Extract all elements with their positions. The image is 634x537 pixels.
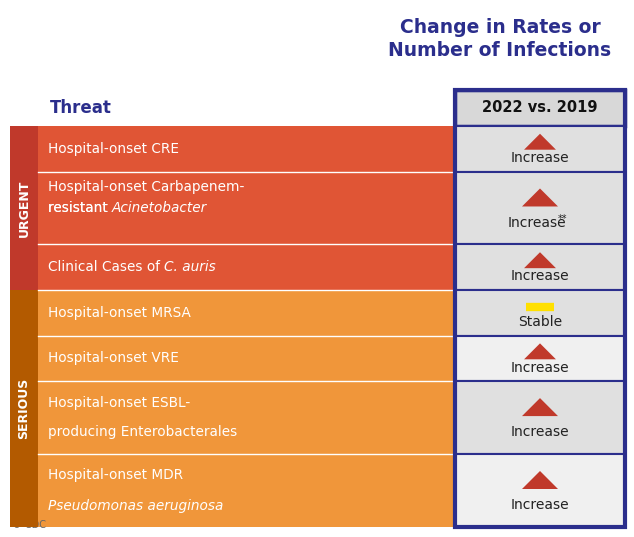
FancyBboxPatch shape (455, 290, 625, 336)
Text: © CDC: © CDC (12, 520, 46, 530)
Text: Increase: Increase (511, 425, 569, 439)
Text: Increase: Increase (511, 151, 569, 165)
FancyBboxPatch shape (455, 171, 625, 244)
Text: **: ** (558, 214, 567, 223)
Text: resistant: resistant (48, 201, 112, 215)
Text: Increase: Increase (508, 215, 566, 230)
FancyBboxPatch shape (10, 126, 38, 290)
FancyBboxPatch shape (455, 454, 625, 527)
FancyBboxPatch shape (38, 290, 455, 336)
FancyBboxPatch shape (38, 171, 455, 244)
Text: Hospital-onset Carbapenem-: Hospital-onset Carbapenem- (48, 179, 244, 193)
Text: Increase: Increase (511, 498, 569, 512)
FancyBboxPatch shape (455, 90, 625, 126)
FancyBboxPatch shape (455, 244, 625, 290)
Text: Stable: Stable (518, 315, 562, 329)
FancyBboxPatch shape (10, 290, 38, 527)
Text: Increase: Increase (511, 360, 569, 374)
Text: Hospital-onset MRSA: Hospital-onset MRSA (48, 306, 191, 320)
Text: Pseudomonas aeruginosa: Pseudomonas aeruginosa (48, 499, 223, 513)
Text: SERIOUS: SERIOUS (18, 378, 30, 439)
Text: C. auris: C. auris (164, 260, 216, 274)
Text: Increase: Increase (511, 270, 569, 284)
FancyBboxPatch shape (455, 381, 625, 454)
Polygon shape (524, 343, 556, 359)
Polygon shape (522, 398, 558, 416)
Text: resistant: resistant (48, 201, 112, 215)
Text: Change in Rates or
Number of Infections: Change in Rates or Number of Infections (389, 18, 612, 60)
FancyBboxPatch shape (38, 454, 455, 527)
FancyBboxPatch shape (38, 381, 455, 454)
FancyBboxPatch shape (38, 244, 455, 290)
Text: Hospital-onset VRE: Hospital-onset VRE (48, 351, 179, 365)
Text: Acinetobacter: Acinetobacter (112, 201, 207, 215)
Text: URGENT: URGENT (18, 179, 30, 237)
FancyBboxPatch shape (455, 126, 625, 171)
Text: Hospital-onset ESBL-: Hospital-onset ESBL- (48, 396, 190, 410)
Text: Clinical Cases of: Clinical Cases of (48, 260, 164, 274)
Polygon shape (522, 188, 558, 206)
Polygon shape (522, 471, 558, 489)
Polygon shape (524, 134, 556, 150)
FancyBboxPatch shape (38, 126, 455, 171)
Text: Threat: Threat (50, 99, 112, 117)
FancyBboxPatch shape (455, 336, 625, 381)
Polygon shape (524, 252, 556, 268)
Text: producing Enterobacterales: producing Enterobacterales (48, 425, 237, 439)
Text: Hospital-onset MDR: Hospital-onset MDR (48, 468, 183, 482)
Text: 2022 vs. 2019: 2022 vs. 2019 (482, 100, 598, 115)
Text: Hospital-onset CRE: Hospital-onset CRE (48, 142, 179, 156)
FancyBboxPatch shape (38, 336, 455, 381)
